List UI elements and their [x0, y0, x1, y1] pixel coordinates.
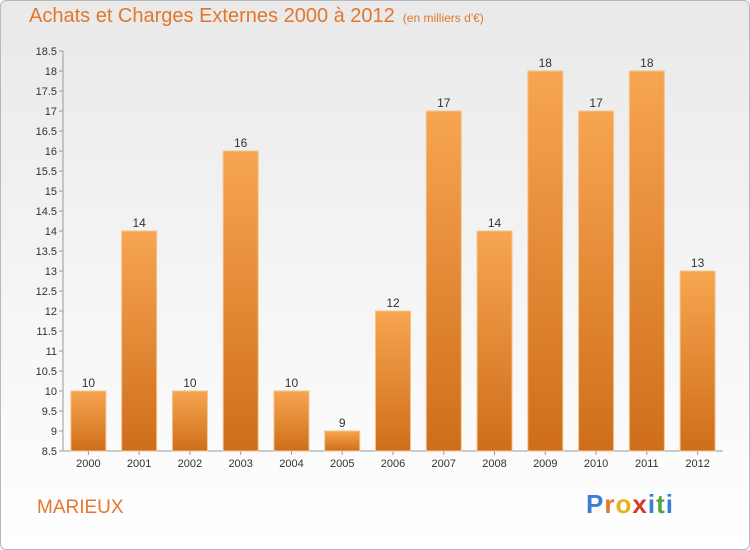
logo-letter: o: [615, 489, 633, 519]
bar: [171, 390, 208, 452]
x-tick-label: 2003: [228, 458, 252, 470]
data-label: 13: [691, 256, 705, 270]
bar: [425, 110, 462, 452]
x-tick-label: 2006: [381, 458, 405, 470]
y-tick-label: 16.5: [36, 126, 57, 138]
bar: [375, 310, 411, 452]
bar: [222, 150, 259, 452]
y-tick-label: 11.5: [36, 326, 57, 338]
x-tick-label: 2000: [76, 458, 100, 470]
y-tick-label: 10: [45, 386, 57, 398]
bar: [476, 230, 513, 452]
y-tick-label: 13: [45, 266, 57, 278]
data-label: 14: [488, 216, 502, 230]
x-tick-label: 2002: [178, 458, 202, 470]
data-label: 18: [640, 56, 654, 70]
title-text: Achats et Charges Externes 2000 à 2012: [29, 5, 395, 27]
x-tick-label: 2011: [635, 458, 659, 470]
x-tick-label: 2004: [279, 458, 303, 470]
y-tick-label: 12: [45, 306, 57, 318]
bar: [273, 390, 310, 452]
bar: [121, 230, 158, 452]
bar: [628, 70, 665, 452]
chart-title: Achats et Charges Externes 2000 à 2012 (e…: [29, 5, 484, 28]
y-tick-label: 18: [45, 66, 57, 78]
y-tick-label: 9: [51, 426, 57, 438]
y-tick-label: 11: [46, 346, 57, 358]
bar: [527, 70, 564, 452]
logo-letter: i: [665, 489, 674, 519]
logo-letter: i: [647, 489, 657, 519]
data-label: 14: [132, 216, 146, 230]
y-tick-label: 10.5: [36, 366, 57, 378]
bar: [578, 110, 615, 452]
y-tick-label: 14: [45, 226, 57, 238]
proxiti-logo: Proxiti: [586, 489, 674, 520]
logo-letter: P: [586, 489, 605, 519]
data-label: 16: [234, 136, 248, 150]
logo-letter: x: [632, 489, 648, 519]
data-label: 10: [183, 376, 197, 390]
x-tick-label: 2009: [533, 458, 557, 470]
x-tick-label: 2008: [482, 458, 506, 470]
y-tick-label: 8.5: [42, 446, 57, 458]
y-tick-label: 17: [45, 106, 57, 118]
y-tick-label: 16: [45, 146, 57, 158]
data-label: 10: [285, 376, 299, 390]
y-tick-label: 12.5: [36, 286, 57, 298]
x-tick-label: 2001: [127, 458, 151, 470]
data-label: 9: [339, 416, 346, 430]
logo-letter: r: [604, 489, 616, 519]
data-label: 12: [386, 296, 400, 310]
y-tick-label: 14.5: [36, 206, 57, 218]
y-tick-label: 15: [45, 186, 57, 198]
bar: [679, 270, 716, 452]
y-tick-label: 13.5: [36, 246, 57, 258]
x-tick-label: 2005: [330, 458, 354, 470]
x-tick-label: 2012: [685, 458, 709, 470]
y-tick-label: 15.5: [36, 166, 57, 178]
data-label: 17: [437, 96, 451, 110]
unit-label: (en milliers d'€): [402, 11, 484, 25]
data-label: 18: [539, 56, 553, 70]
y-tick-label: 18.5: [36, 46, 57, 58]
labels: 10 14 10 16 10 9 12 17 14 18 17 18 13: [82, 56, 705, 430]
x-tick-label: 2010: [584, 458, 608, 470]
y-tick-label: 9.5: [42, 406, 57, 418]
town-name: MARIEUX: [37, 497, 124, 518]
y-tick-label: 17.5: [36, 86, 57, 98]
bar: [70, 390, 107, 452]
logo-letter: t: [656, 489, 666, 519]
bars: [70, 70, 716, 452]
data-label: 10: [82, 376, 96, 390]
data-label: 17: [589, 96, 603, 110]
bar: [324, 430, 361, 452]
x-tick-label: 2007: [432, 458, 456, 470]
